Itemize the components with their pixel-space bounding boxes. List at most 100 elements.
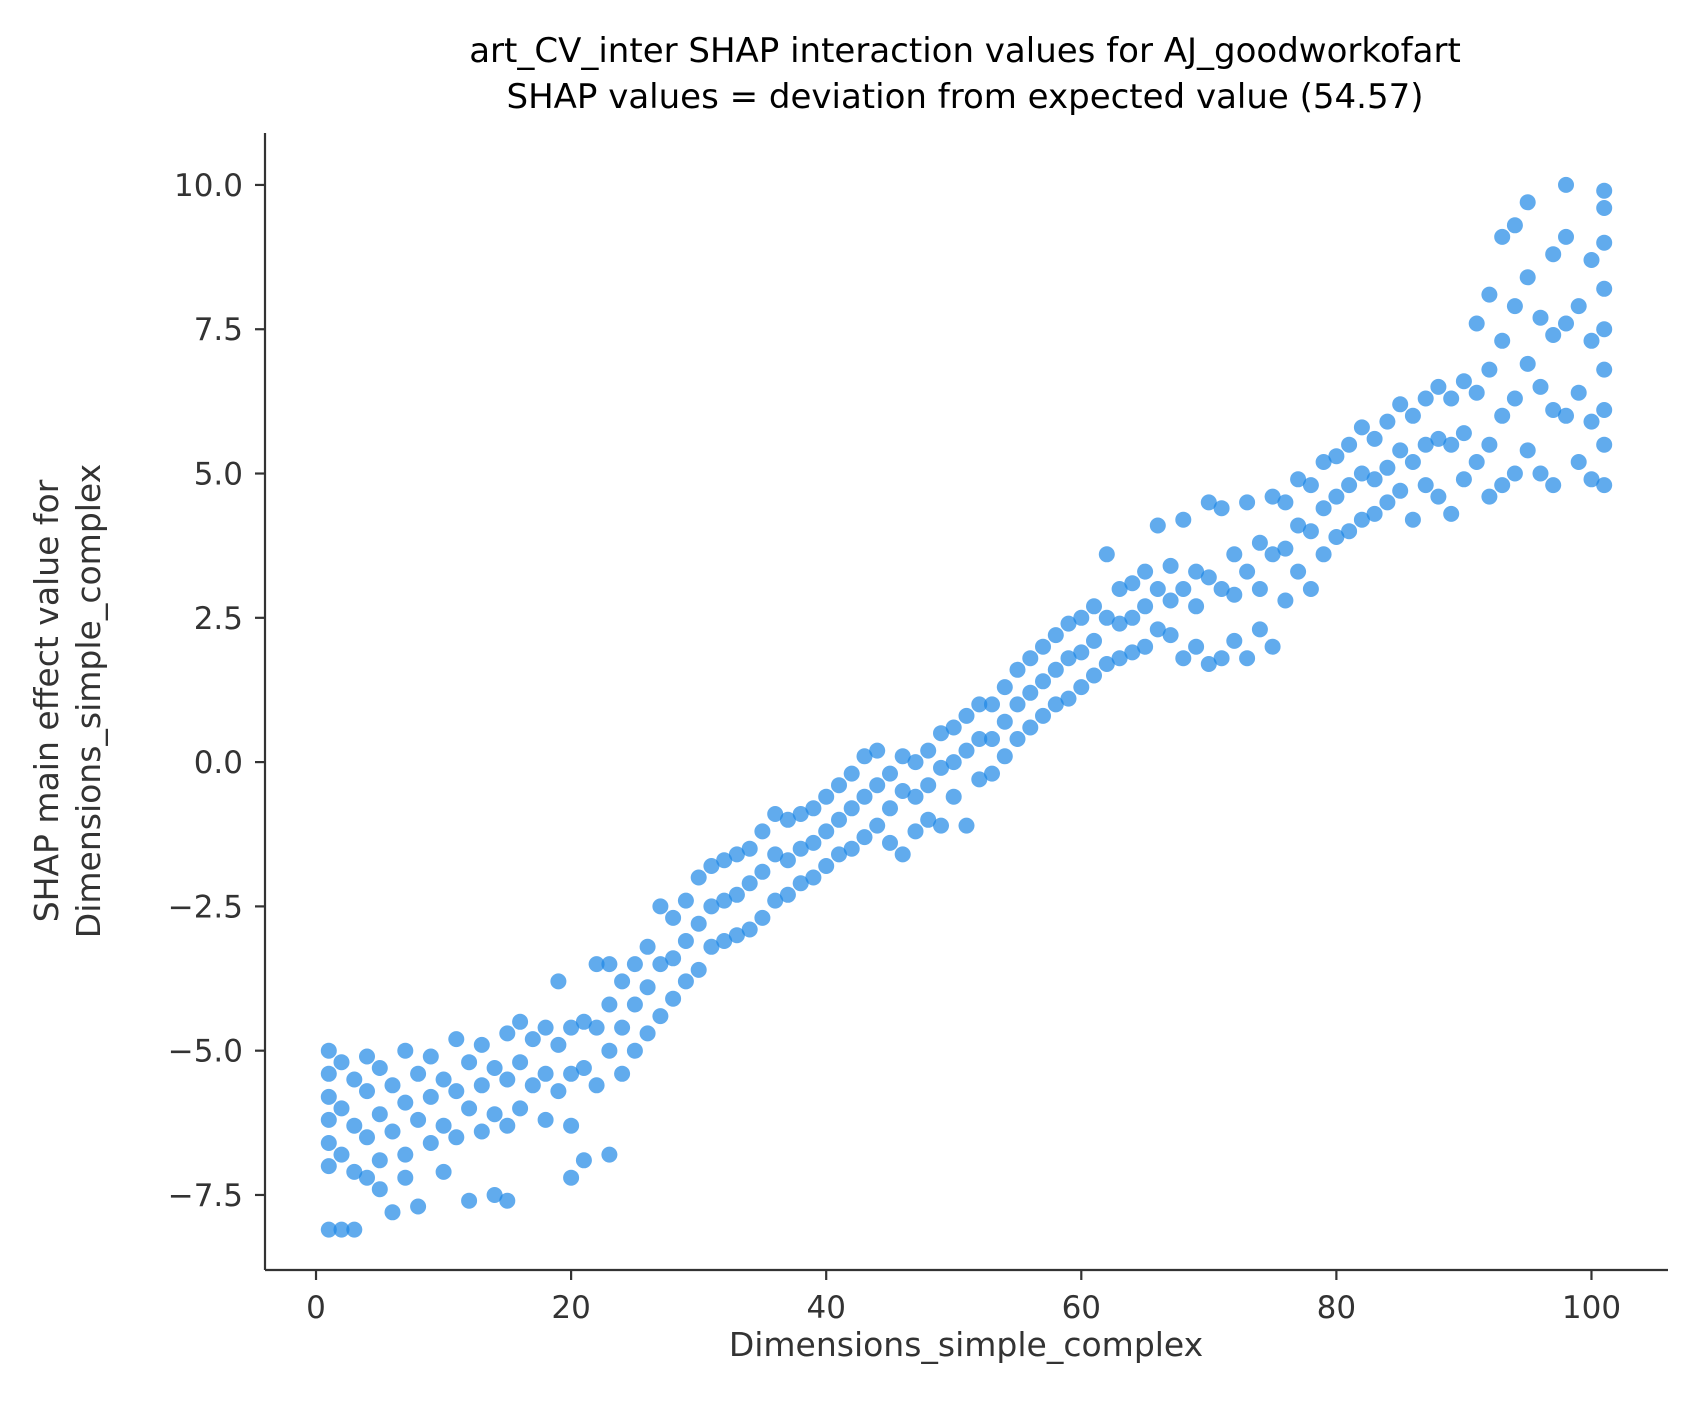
x-axis-label: Dimensions_simple_complex bbox=[729, 1325, 1203, 1364]
data-point bbox=[1188, 563, 1205, 580]
data-point bbox=[359, 1083, 375, 1100]
data-point bbox=[537, 1065, 554, 1082]
data-point bbox=[1073, 679, 1090, 696]
data-point bbox=[933, 817, 949, 834]
data-point bbox=[843, 800, 860, 817]
data-point bbox=[1596, 436, 1613, 453]
data-point bbox=[1022, 719, 1039, 736]
data-point bbox=[1417, 390, 1434, 407]
data-point bbox=[690, 915, 707, 932]
data-point bbox=[359, 1129, 375, 1146]
data-point bbox=[728, 846, 745, 863]
data-point bbox=[1545, 402, 1562, 418]
data-point bbox=[1022, 650, 1039, 667]
data-point bbox=[1596, 321, 1613, 338]
data-point bbox=[320, 1158, 337, 1175]
data-point bbox=[626, 1042, 643, 1059]
data-point bbox=[1583, 332, 1600, 349]
data-point bbox=[397, 1042, 414, 1059]
data-point bbox=[346, 1221, 363, 1238]
data-point bbox=[1226, 546, 1243, 563]
data-point bbox=[1366, 505, 1383, 522]
x-tick-label: 60 bbox=[1062, 1290, 1101, 1326]
data-point bbox=[1417, 436, 1434, 453]
data-point bbox=[1353, 465, 1370, 482]
data-point bbox=[524, 1031, 541, 1048]
data-point bbox=[1366, 471, 1383, 488]
data-point bbox=[1264, 638, 1281, 655]
data-point bbox=[1098, 546, 1115, 563]
data-point bbox=[1379, 413, 1396, 430]
data-point bbox=[1328, 488, 1345, 505]
data-point bbox=[1086, 598, 1102, 615]
chart-title: art_CV_inter SHAP interaction values for… bbox=[469, 31, 1461, 117]
data-point bbox=[1009, 731, 1026, 747]
data-point bbox=[320, 1135, 337, 1151]
data-point bbox=[1455, 373, 1472, 390]
data-point bbox=[1315, 546, 1332, 563]
y-tick-label: −5.0 bbox=[168, 1034, 243, 1070]
data-point bbox=[1137, 563, 1154, 580]
x-tick-label: 20 bbox=[551, 1290, 590, 1326]
data-point bbox=[1443, 505, 1460, 522]
data-point bbox=[665, 990, 682, 1007]
data-point bbox=[792, 806, 809, 822]
data-point bbox=[1443, 436, 1460, 453]
data-point bbox=[1481, 286, 1498, 303]
data-point bbox=[1519, 442, 1536, 459]
data-point bbox=[958, 742, 975, 759]
data-point bbox=[920, 742, 937, 759]
data-point bbox=[1583, 252, 1600, 268]
data-point bbox=[1392, 396, 1409, 413]
data-point bbox=[1264, 546, 1281, 563]
x-tick-label: 0 bbox=[306, 1290, 326, 1326]
data-point bbox=[588, 1077, 605, 1094]
data-point bbox=[1341, 436, 1358, 453]
data-point bbox=[346, 1117, 363, 1134]
x-tick-label: 100 bbox=[1562, 1290, 1621, 1326]
data-point bbox=[1558, 407, 1574, 424]
data-point bbox=[1009, 661, 1026, 678]
data-point bbox=[1392, 482, 1409, 499]
data-point bbox=[1596, 182, 1613, 199]
data-point bbox=[563, 1169, 580, 1186]
data-point bbox=[1341, 523, 1358, 540]
data-point bbox=[1060, 615, 1077, 632]
data-point bbox=[996, 713, 1013, 730]
data-point bbox=[575, 1060, 592, 1076]
data-point bbox=[473, 1077, 490, 1094]
data-point bbox=[933, 725, 949, 742]
data-point bbox=[1481, 361, 1498, 378]
data-point bbox=[614, 1065, 631, 1082]
data-point bbox=[422, 1048, 439, 1065]
data-point bbox=[754, 863, 771, 880]
data-point bbox=[1290, 517, 1307, 534]
data-point bbox=[779, 852, 796, 869]
data-point bbox=[920, 777, 937, 794]
y-tick-label: 5.0 bbox=[194, 457, 243, 493]
data-point bbox=[971, 731, 988, 747]
data-point bbox=[384, 1204, 401, 1221]
data-point bbox=[1277, 540, 1294, 557]
data-point bbox=[448, 1129, 465, 1146]
data-point bbox=[371, 1152, 388, 1169]
data-point bbox=[601, 1042, 618, 1059]
data-point bbox=[1596, 477, 1613, 494]
data-point bbox=[882, 765, 898, 782]
data-point bbox=[1111, 615, 1128, 632]
data-point bbox=[754, 909, 771, 926]
data-point bbox=[371, 1106, 388, 1123]
data-point bbox=[1290, 471, 1307, 488]
data-point bbox=[1583, 413, 1600, 430]
data-point bbox=[971, 771, 988, 788]
data-point bbox=[1162, 557, 1179, 574]
data-point bbox=[639, 979, 656, 996]
data-point bbox=[1086, 632, 1102, 649]
data-point bbox=[588, 1019, 605, 1036]
data-point bbox=[1098, 609, 1115, 626]
data-point bbox=[626, 956, 643, 973]
data-point bbox=[384, 1123, 401, 1140]
data-point bbox=[1213, 581, 1230, 597]
data-point bbox=[461, 1192, 478, 1209]
data-point bbox=[779, 886, 796, 903]
